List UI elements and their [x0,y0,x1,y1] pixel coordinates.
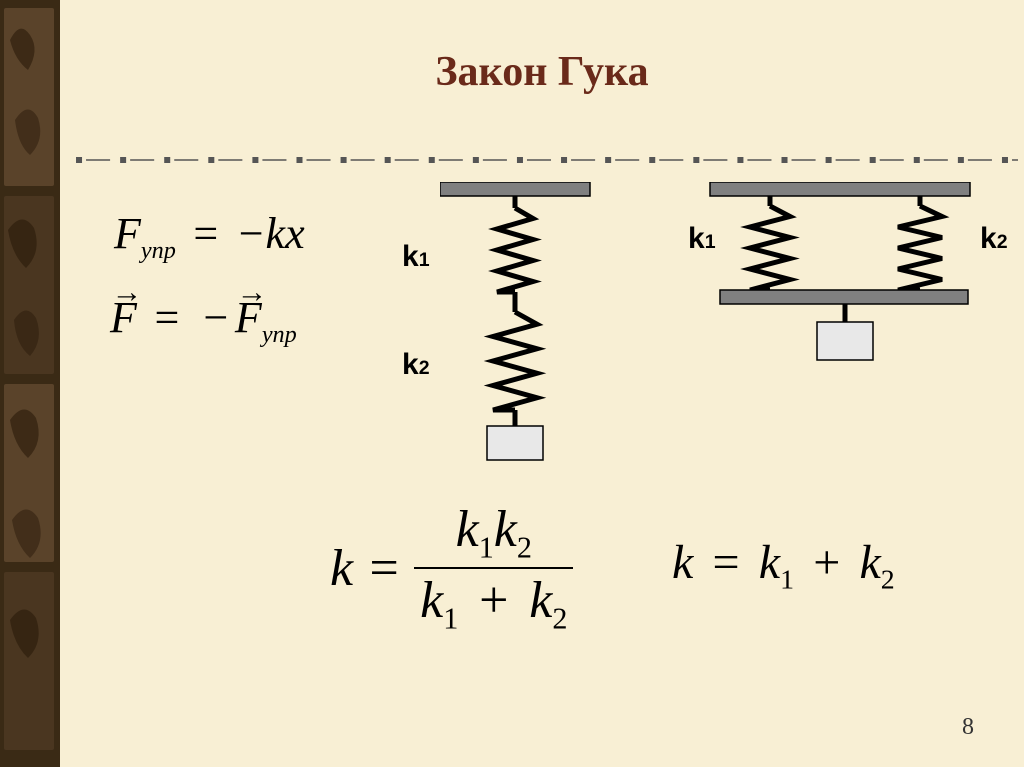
k-char: k [402,348,419,381]
vec-f-rhs: F [235,292,262,343]
series-springs-diagram [440,182,640,462]
horizontal-divider [66,152,1018,162]
equals: = [705,536,746,589]
series-springs-svg [440,182,640,462]
equals: = [187,209,225,258]
vec-f-lhs: F [110,292,137,343]
series-stiffness-formula: k = k1k2 k1 + k2 [330,500,573,637]
hookes-law-formula: Fупр = −kx [114,208,305,265]
page-number: 8 [962,714,974,741]
parallel-springs-svg [700,182,1010,382]
slide: Закон Гука Fупр = −kx F = −Fупр k1 k2 [0,0,1024,767]
sub1: 1 [705,231,716,253]
parallel-k1-label: k1 [688,222,716,256]
parallel-springs-diagram [700,182,1010,382]
sub2: 2 [997,231,1008,253]
lhs: k [672,536,693,589]
border-texture [0,0,60,767]
decorative-left-border [0,0,60,767]
page-title: Закон Гука [60,48,1024,96]
force-vector-formula: F = −Fупр [110,292,297,349]
series-k1-label: k1 [402,240,430,274]
plus: + [806,536,847,589]
numerator: k1k2 [414,500,573,567]
k-char: k [980,222,997,255]
k-char: k [402,240,419,273]
sub1: 1 [419,249,430,271]
fraction: k1k2 k1 + k2 [414,500,573,637]
slide-content: Закон Гука Fупр = −kx F = −Fупр k1 k2 [60,0,1024,767]
parallel-k2-label: k2 [980,222,1008,256]
neg: − [197,293,235,342]
var-f: F [114,209,141,258]
equals: = [148,293,186,342]
k-char: k [688,222,705,255]
denominator: k1 + k2 [414,567,573,636]
sub-upr-2: упр [262,321,297,348]
lhs: k = [330,540,401,597]
series-k2-label: k2 [402,348,430,382]
rhs: −kx [236,209,305,258]
sub-upr: упр [141,237,176,264]
parallel-stiffness-formula: k = k1 + k2 [672,535,895,597]
sub2: 2 [419,357,430,379]
